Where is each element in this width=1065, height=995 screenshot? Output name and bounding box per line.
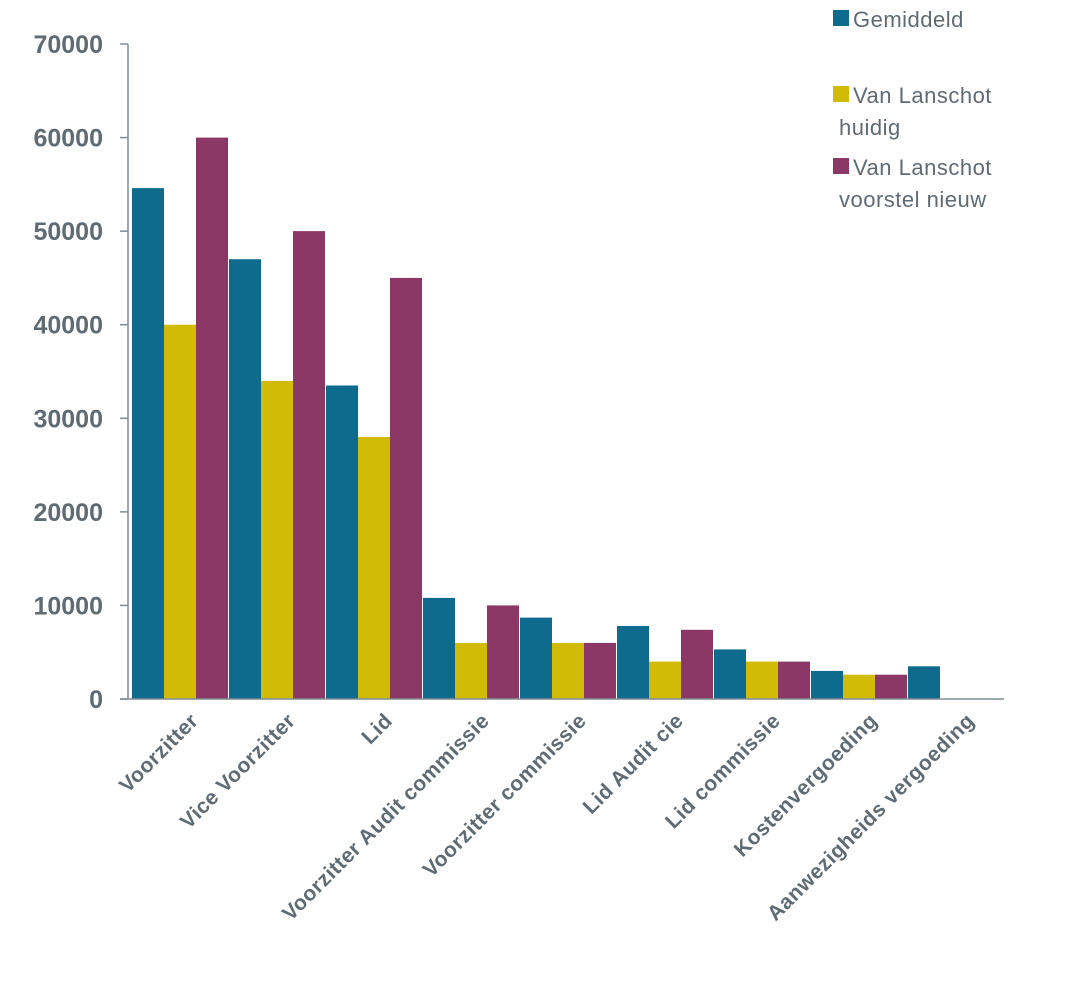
- legend-label: Van Lanschot: [853, 155, 992, 180]
- bar-3-1: [196, 137, 228, 700]
- x-tick-label: Lid Audit cie: [579, 709, 688, 818]
- x-tick-label: Lid: [357, 709, 397, 749]
- bar-3-8: [875, 674, 907, 699]
- y-tick-label: 20000: [33, 499, 103, 527]
- bar-1-6: [617, 626, 649, 699]
- bar-3-3: [390, 277, 422, 699]
- bar-2-7: [746, 661, 778, 699]
- bar-2-3: [358, 437, 390, 699]
- y-tick-label: 10000: [33, 592, 103, 620]
- bar-3-5: [584, 642, 616, 699]
- y-tick-label: 70000: [33, 31, 103, 59]
- legend-label: Van Lanschot: [853, 83, 992, 108]
- x-tick-label: Voorzitter Audit commissie: [278, 709, 494, 925]
- y-tick-label: 40000: [33, 312, 103, 340]
- y-tick-label: 60000: [33, 125, 103, 153]
- bar-2-8: [843, 674, 875, 699]
- legend-label: Gemiddeld: [853, 7, 964, 32]
- bar-3-2: [293, 231, 325, 699]
- bar-2-6: [649, 661, 681, 699]
- bars-group: [132, 137, 940, 700]
- x-tick-label: Voorzitter commissie: [419, 709, 591, 881]
- legend-label: voorstel nieuw: [839, 187, 987, 212]
- legend-swatch: [833, 158, 849, 174]
- y-tick-label: 50000: [33, 218, 103, 246]
- bar-3-6: [681, 629, 713, 699]
- bar-1-2: [229, 259, 261, 699]
- bar-1-9: [908, 666, 940, 700]
- y-tick-label: 30000: [33, 405, 103, 433]
- bar-2-2: [261, 380, 293, 699]
- bar-2-1: [164, 324, 196, 699]
- y-tick-label: 0: [89, 686, 103, 714]
- bar-2-5: [552, 642, 584, 699]
- bar-2-4: [455, 642, 487, 699]
- bar-3-7: [778, 661, 810, 699]
- bar-1-3: [326, 385, 358, 699]
- legend: Gemiddeld Van Lanschot huidig Van Lanschot v…: [833, 7, 992, 212]
- legend-swatch: [833, 10, 849, 26]
- y-axis-ticks: 0 10000 20000 30000 40000 50000 60000 70000: [33, 31, 128, 714]
- x-tick-label: Voorzitter: [115, 709, 203, 797]
- bar-1-8: [811, 670, 843, 699]
- bar-1-7: [714, 649, 746, 699]
- bar-1-4: [423, 597, 455, 699]
- x-tick-label: Aanwezigheids vergoeding: [763, 709, 979, 925]
- bar-1-1: [132, 188, 164, 699]
- bar-1-5: [520, 617, 552, 699]
- bar-3-4: [487, 605, 519, 699]
- legend-label: huidig: [839, 115, 901, 140]
- legend-swatch: [833, 86, 849, 102]
